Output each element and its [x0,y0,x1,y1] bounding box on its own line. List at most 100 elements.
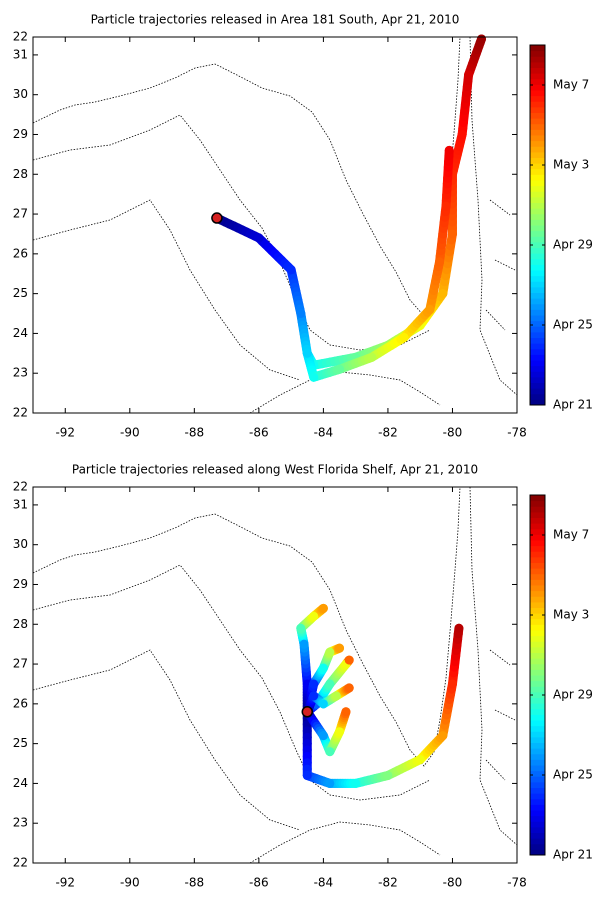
colorbar-step [530,669,545,676]
y-tick-label: 24 [13,326,28,340]
colorbar-step [530,545,545,552]
trajectory-point [435,257,445,267]
y-tick-label: 27 [13,657,28,671]
colorbar-step [530,365,545,372]
colorbar-step [530,618,545,625]
trajectory-point [318,699,328,709]
trajectory-point [325,747,335,757]
y-tick-label: 30 [13,87,28,101]
colorbar-step [530,528,545,535]
colorbar-step [530,320,545,327]
colorbar-step [530,556,545,563]
y-tick-label: 29 [13,577,28,591]
colorbar-step [530,838,545,845]
colorbar-step [530,776,545,783]
colorbar-step [530,146,545,153]
colorbar-label: Apr 21 [553,848,593,862]
colorbar-label: May 3 [553,158,589,172]
trajectory-point [309,691,319,701]
trajectory-point [296,623,306,633]
colorbar-step [530,45,545,52]
trajectory-point [309,372,319,382]
colorbar-step [530,607,545,614]
trajectory-point [286,265,296,275]
colorbar-frame [529,494,546,856]
trajectory-point [457,129,467,139]
colorbar-step [530,106,545,113]
x-tick-label: -86 [249,426,269,440]
colorbar-step [530,225,545,232]
release-point [301,706,314,718]
colorbar-step [530,180,545,187]
colorbar-step [530,714,545,721]
colorbar-step [530,191,545,198]
x-tick-label: -88 [185,426,205,440]
colorbar-step [530,579,545,586]
colorbar-step [530,815,545,822]
trajectory-point [441,201,451,211]
colorbar-step [530,354,545,361]
colorbar-step [530,112,545,119]
trajectory-point [438,289,448,299]
colorbar-step [530,50,545,57]
colorbar-step [530,821,545,828]
colorbar-step [530,230,545,237]
colorbar-step [530,388,545,395]
colorbar-step [530,270,545,277]
colorbar-step [530,793,545,800]
colorbar-step [530,123,545,130]
x-tick-label: -84 [314,876,334,890]
trajectory-point [438,731,448,741]
colorbar-step [530,275,545,282]
trajectory-point [325,778,335,788]
x-tick-label: -92 [55,426,75,440]
trajectory-point [344,683,354,693]
colorbar-step [530,804,545,811]
x-tick-label: -82 [378,876,398,890]
colorbar-step [530,371,545,378]
colorbar-step [530,770,545,777]
colorbar-step [530,663,545,670]
colorbar-step [530,568,545,575]
colorbar-step [530,843,545,850]
trajectory-point [454,623,464,633]
colorbar-step [530,84,545,91]
colorbar-step [530,635,545,642]
colorbar-step [530,736,545,743]
y-tick-label: 28 [13,617,28,631]
colorbar-label: Apr 25 [553,768,593,782]
colorbar-step [530,731,545,738]
colorbar-step [530,495,545,502]
colorbar-step [530,101,545,108]
colorbar-step [530,61,545,68]
axes-frame [32,36,518,414]
colorbar-step [530,286,545,293]
x-tick-label: -78 [507,876,527,890]
colorbar-step [530,511,545,518]
trajectory-point [444,145,454,155]
colorbar-step [530,624,545,631]
colorbar-frame [529,44,546,406]
colorbar-step [530,500,545,507]
colorbar-step [530,376,545,383]
colorbar-step [530,348,545,355]
colorbar-step [530,798,545,805]
y-tick-label: 28 [13,167,28,181]
colorbar-step [530,326,545,333]
chart-title: Particle trajectories released along Wes… [72,463,478,477]
colorbar-step [530,264,545,271]
colorbar-step [530,573,545,580]
colorbar-step [530,641,545,648]
colorbar-step [530,596,545,603]
colorbar-step [530,315,545,322]
colorbar-step [530,686,545,693]
trajectory-point [309,679,319,689]
trajectory-point [318,663,328,673]
trajectory-point [325,647,335,657]
colorbar-step [530,680,545,687]
colorbar-step [530,343,545,350]
y-tick-label: 23 [13,816,28,830]
trajectory-point [399,332,409,342]
colorbar-step [530,309,545,316]
trajectory-point [331,691,341,701]
